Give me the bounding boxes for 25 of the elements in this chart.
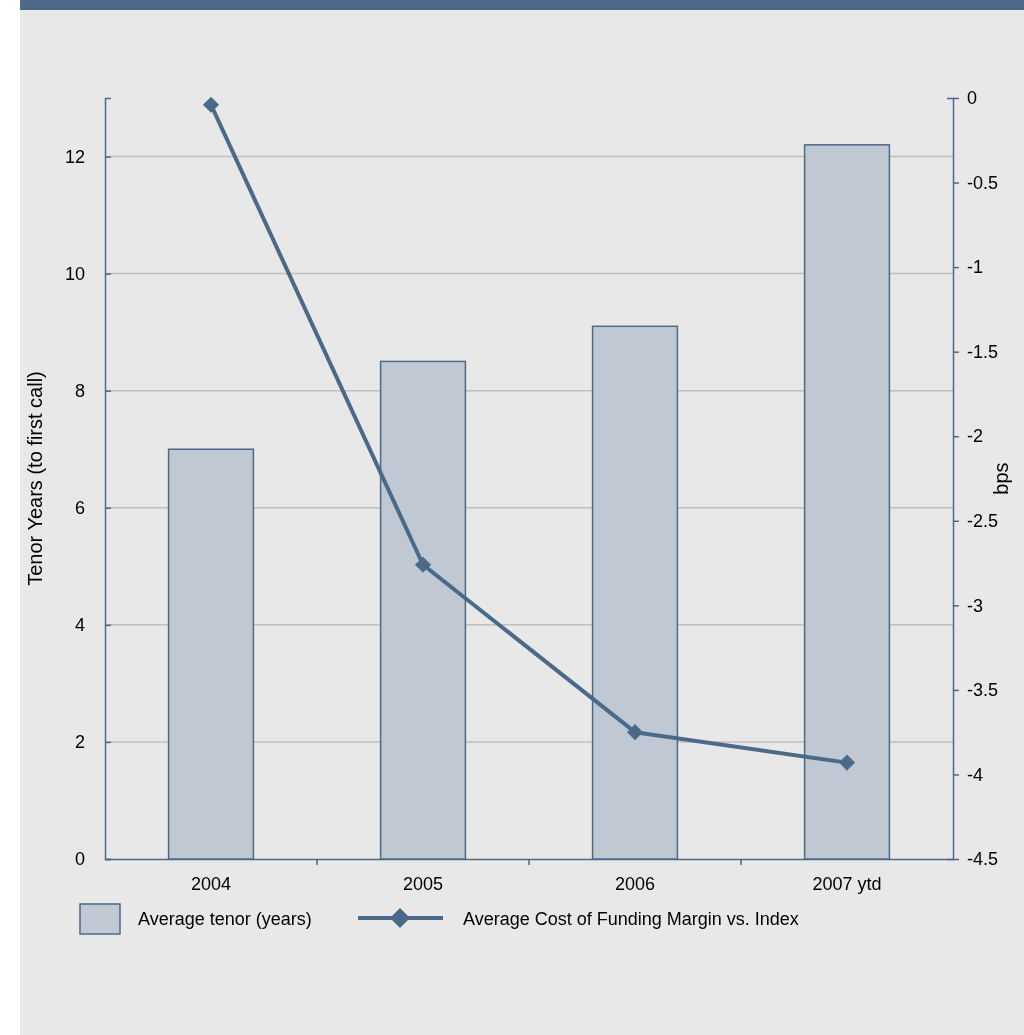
- y-tick-label: 0: [74, 849, 85, 870]
- y2-axis-title: bps: [990, 462, 1012, 495]
- y-tick-label: 8: [74, 380, 85, 401]
- legend-label: Average tenor (years): [138, 909, 312, 929]
- y2-tick-label: -3: [967, 595, 984, 616]
- y-tick-label: 10: [64, 263, 85, 284]
- y2-tick-label: -3.5: [967, 680, 999, 701]
- y2-tick-label: 0: [967, 88, 978, 109]
- legend-label: Average Cost of Funding Margin vs. Index: [463, 909, 799, 929]
- y2-tick-label: -2.5: [967, 511, 999, 532]
- y2-tick-label: -1.5: [967, 341, 999, 362]
- x-tick-label: 2004: [190, 873, 232, 894]
- y2-tick-label: -1: [967, 257, 984, 278]
- y-tick-label: 2: [74, 732, 85, 753]
- y-tick-label: 12: [64, 146, 85, 167]
- y2-tick-label: -0.5: [967, 172, 999, 193]
- y2-tick-label: -4: [967, 764, 984, 785]
- y2-tick-label: -2: [967, 426, 984, 447]
- x-tick-label: 2006: [614, 873, 656, 894]
- x-tick-label: 2007 ytd: [812, 873, 882, 894]
- y-tick-label: 4: [74, 615, 85, 636]
- y-tick-label: 6: [74, 498, 85, 519]
- y2-tick-label: -4.5: [967, 849, 999, 870]
- y-axis-title: Tenor Years (to first call): [24, 371, 46, 586]
- x-tick-label: 2005: [402, 873, 444, 894]
